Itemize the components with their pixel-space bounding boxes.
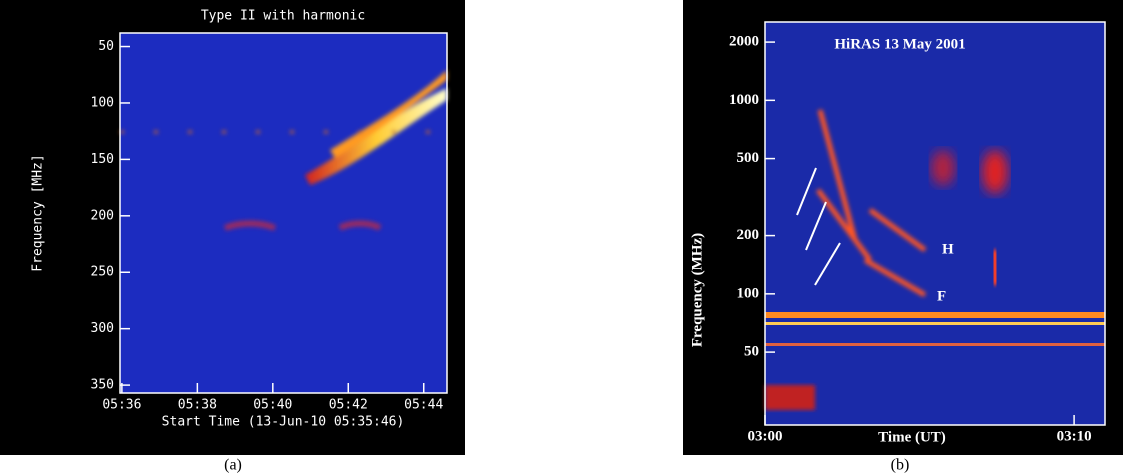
x-tick-label: 03:00 xyxy=(748,428,783,444)
y-tick-label: 300 xyxy=(91,321,114,336)
y-tick-label: 250 xyxy=(91,265,114,280)
x-tick-label: 05:38 xyxy=(178,398,217,413)
y-tick-label: 350 xyxy=(91,378,114,393)
spectrogram-a xyxy=(120,33,447,393)
y-label: Frequency [MHz] xyxy=(31,154,46,271)
x-tick-label: 03:10 xyxy=(1057,428,1092,444)
y-tick-label: 200 xyxy=(737,227,760,243)
frame-a xyxy=(119,32,448,394)
y-tick-label: 200 xyxy=(91,208,114,223)
x-label: Time (UT) xyxy=(878,429,946,445)
y-tick-label: 50 xyxy=(744,344,759,360)
arrows xyxy=(796,167,841,286)
y-label: Frequency (MHz) xyxy=(689,233,705,347)
chart-title: Type II with harmonic xyxy=(201,9,365,24)
y-tick-label: 100 xyxy=(737,285,760,301)
x-tick-label: 05:42 xyxy=(329,398,368,413)
x-tick-label: 05:44 xyxy=(404,398,443,413)
caption: (b) xyxy=(891,457,910,474)
y-tick-label: 2000 xyxy=(729,34,759,50)
y-tick-label: 1000 xyxy=(729,92,759,108)
caption: (a) xyxy=(224,457,242,474)
x-tick-label: 05:36 xyxy=(102,398,141,413)
chart-title: HiRAS 13 May 2001 xyxy=(834,36,965,52)
x-tick-label: 05:40 xyxy=(253,398,292,413)
bursts-a xyxy=(120,70,447,231)
y-tick-label: 100 xyxy=(91,95,114,110)
y-tick-label: 500 xyxy=(737,150,760,166)
annotation: F xyxy=(937,288,946,304)
y-tick-label: 50 xyxy=(98,39,114,54)
x-label: Start Time (13-Jun-10 05:35:46) xyxy=(162,415,405,430)
y-tick-label: 150 xyxy=(91,152,114,167)
annotation: H xyxy=(942,241,954,257)
frame-b xyxy=(764,21,1106,426)
bursts-b xyxy=(765,109,1105,410)
spectrogram-b xyxy=(765,22,1105,425)
